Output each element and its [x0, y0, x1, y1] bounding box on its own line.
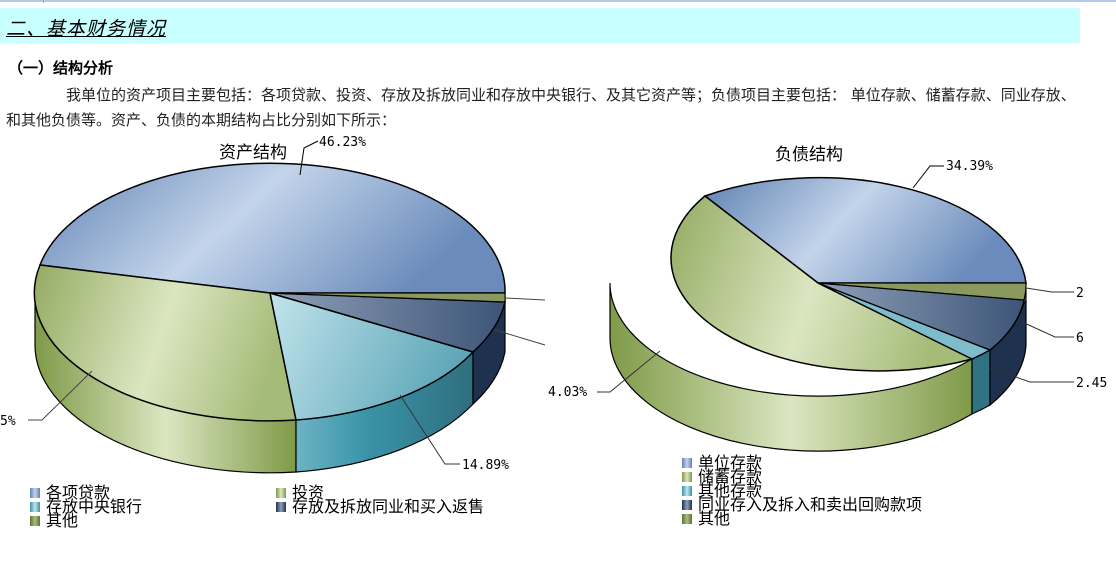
legend-label: 其他	[698, 509, 731, 528]
legend-item-interbank: 存放及拆放同业和买入返售	[276, 497, 485, 516]
legend-label: 单位存款	[698, 453, 763, 472]
legend-label: 存放中央银行	[46, 497, 143, 516]
legend-swatch-icon	[682, 472, 692, 482]
legend-label: 存放及拆放同业和买入返售	[292, 497, 485, 516]
subsection-title: （一）结构分析	[8, 59, 114, 77]
legend-label: 投资	[292, 483, 325, 502]
legend-item-interbank: 同业存入及拆入和卖出回购款项	[682, 495, 923, 514]
section-title: 二、基本财务情况	[6, 18, 167, 40]
liabilities-chart-title: 负债结构	[775, 145, 843, 165]
legend-label: 储蓄存款	[698, 467, 763, 486]
legend-item-investment: 投资	[276, 483, 325, 502]
top-border-tick	[43, 0, 44, 3]
legend-item-savings: 储蓄存款	[682, 467, 763, 486]
section-header-band	[0, 8, 1080, 43]
assets-pie	[28, 140, 546, 474]
legend-label: 其他存款	[698, 481, 763, 500]
legend-label: 同业存入及拆入和卖出回购款项	[698, 495, 923, 514]
legend-swatch-icon	[30, 516, 40, 526]
assets-label-loans: 46.23%	[319, 135, 366, 150]
legend-item-other: 其他	[682, 509, 731, 528]
legend-item-central-bank: 存放中央银行	[30, 497, 143, 516]
legend-swatch-icon	[682, 500, 692, 510]
legend-item-unit-deposits: 单位存款	[682, 453, 763, 472]
legend-swatch-icon	[276, 488, 286, 498]
top-border	[0, 0, 1116, 2]
liabilities-label-savings: 4.03%	[548, 385, 587, 400]
legend-item-other: 其他	[30, 511, 79, 530]
legend-swatch-icon	[30, 488, 40, 498]
intro-paragraph: 我单位的资产项目主要包括：各项贷款、投资、存放及拆放同业和存放中央银行、及其它资…	[6, 86, 1076, 129]
assets-chart-title: 资产结构	[219, 143, 287, 163]
legend-item-other-deposits: 其他存款	[682, 481, 763, 500]
legend-swatch-icon	[682, 458, 692, 468]
liabilities-pie	[597, 165, 1074, 452]
legend-swatch-icon	[682, 486, 692, 496]
liabilities-label-interbank: 6	[1076, 331, 1084, 346]
assets-label-central-bank: 14.89%	[462, 458, 509, 473]
legend-swatch-icon	[682, 514, 692, 524]
liabilities-label-unit-deposits: 34.39%	[946, 159, 993, 174]
legend-swatch-icon	[30, 502, 40, 512]
liabilities-label-other: 2	[1076, 286, 1084, 301]
legend-label: 各项贷款	[46, 483, 111, 502]
liabilities-label-other-deposits: 2.45	[1076, 376, 1107, 391]
legend-swatch-icon	[276, 502, 286, 512]
legend-item-loans: 各项贷款	[30, 483, 111, 502]
legend-label: 其他	[46, 511, 79, 530]
assets-label-investment: 5%	[0, 414, 16, 429]
